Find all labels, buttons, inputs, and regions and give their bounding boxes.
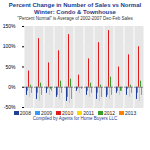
svg-text:0%: 0% bbox=[8, 84, 16, 90]
svg-text:-50%: -50% bbox=[4, 104, 16, 110]
svg-text:150%: 150% bbox=[3, 23, 16, 29]
html-text:2008: 2008 bbox=[19, 110, 31, 116]
html-text:Percent Change in Number of Sa: Percent Change in Number of Sales vs Nor… bbox=[8, 2, 142, 15]
html-text:"Percent Normal" is Average of: "Percent Normal" is Average of 2002-2007… bbox=[17, 16, 133, 21]
svg-text:50%: 50% bbox=[5, 64, 16, 70]
html-text:2013: 2013 bbox=[125, 110, 137, 116]
html-text:2009: 2009 bbox=[40, 110, 52, 116]
html-text:Compiled by Agents for Home Bu: Compiled by Agents for Home Buyers LLC bbox=[32, 116, 118, 121]
html-text:2011: 2011 bbox=[83, 110, 94, 116]
svg-text:100%: 100% bbox=[3, 43, 16, 49]
html-text:2010: 2010 bbox=[62, 110, 74, 116]
html-text:2012: 2012 bbox=[103, 110, 116, 116]
